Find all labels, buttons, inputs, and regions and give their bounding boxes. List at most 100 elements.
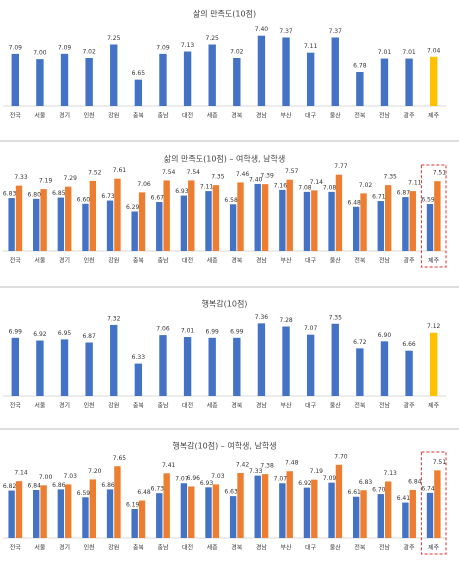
bar — [279, 189, 286, 251]
value-label: 7.07 — [175, 476, 189, 483]
value-label: 7.25 — [107, 35, 121, 42]
x-tick-label: 강원 — [108, 112, 119, 120]
bar — [426, 204, 434, 251]
x-tick-label: 광주 — [404, 258, 416, 265]
value-label: 6.78 — [353, 63, 367, 70]
value-label: 6.59 — [421, 197, 435, 204]
value-label: 7.39 — [260, 173, 274, 180]
bar — [8, 490, 15, 538]
bar — [311, 190, 318, 251]
chart-title: 삶의 만족도(10점) — [193, 9, 256, 19]
value-label: 7.35 — [211, 174, 225, 181]
value-label: 6.41 — [397, 495, 411, 502]
bar — [114, 466, 121, 538]
x-tick-label: 전국 — [10, 544, 22, 552]
value-label: 7.32 — [107, 315, 121, 322]
value-label: 6.99 — [206, 328, 220, 335]
x-tick-label: 경남 — [256, 402, 268, 410]
value-label: 7.42 — [236, 461, 250, 468]
x-tick-label: 충북 — [133, 544, 145, 552]
value-label: 6.66 — [402, 341, 416, 348]
value-label: 7.01 — [378, 49, 392, 56]
value-label: 7.11 — [200, 184, 214, 191]
value-label: 7.13 — [383, 470, 397, 477]
value-label: 6.86 — [101, 482, 115, 489]
bar — [65, 186, 72, 251]
x-tick-label: 전국 — [10, 402, 22, 410]
bar — [237, 182, 244, 251]
value-label: 7.02 — [230, 48, 244, 55]
value-label: 7.70 — [334, 453, 348, 460]
bar — [328, 191, 335, 251]
value-label: 7.09 — [323, 475, 337, 482]
bar — [257, 35, 266, 106]
bar — [134, 79, 143, 106]
bar — [356, 72, 364, 106]
bar — [279, 483, 286, 538]
bar — [306, 52, 315, 106]
x-tick-label: 대구 — [305, 544, 317, 552]
x-tick-label: 강원 — [108, 257, 119, 265]
bar — [405, 58, 413, 106]
bar — [60, 339, 69, 396]
bar — [110, 324, 118, 396]
x-tick-label: 광주 — [404, 113, 416, 120]
bar — [40, 189, 47, 251]
x-tick-label: 제주 — [428, 402, 440, 410]
value-label: 6.74 — [421, 485, 435, 492]
x-tick-label: 부산 — [281, 112, 293, 120]
value-label: 6.93 — [200, 480, 214, 487]
x-tick-label: 경남 — [256, 544, 268, 552]
value-label: 6.70 — [372, 487, 386, 494]
value-label: 6.84 — [28, 482, 42, 489]
value-label: 7.04 — [427, 47, 441, 54]
x-tick-label: 전남 — [379, 112, 391, 120]
x-tick-label: 충북 — [133, 257, 145, 265]
bar — [328, 482, 335, 538]
value-label: 6.87 — [397, 190, 411, 197]
bar — [402, 502, 409, 538]
bar — [303, 487, 311, 538]
value-label: 6.99 — [9, 328, 23, 335]
value-label: 7.37 — [279, 28, 293, 35]
bar — [106, 200, 114, 251]
bar — [106, 489, 114, 538]
value-label: 7.77 — [334, 163, 348, 170]
x-tick-label: 전남 — [379, 257, 391, 265]
value-label: 6.59 — [77, 490, 91, 497]
value-label: 7.33 — [249, 468, 263, 475]
value-label: 7.19 — [310, 468, 324, 475]
bar — [360, 490, 367, 538]
x-tick-label: 부산 — [281, 257, 293, 265]
bar — [82, 497, 89, 538]
value-label: 7.08 — [298, 184, 312, 191]
value-label: 7.35 — [329, 314, 343, 321]
value-label: 6.82 — [3, 483, 17, 490]
bar — [254, 475, 261, 538]
x-tick-label: 서울 — [34, 544, 46, 552]
value-label: 6.58 — [224, 197, 238, 204]
x-tick-label: 서울 — [34, 112, 46, 120]
value-label: 7.09 — [156, 44, 170, 51]
bar — [282, 326, 290, 396]
x-tick-label: 충남 — [157, 112, 169, 120]
value-label: 7.09 — [9, 44, 23, 51]
bar — [257, 323, 266, 396]
x-tick-label: 대구 — [305, 257, 317, 265]
x-tick-label: 인천 — [84, 257, 95, 265]
value-label: 7.01 — [402, 49, 416, 56]
x-tick-label: 인천 — [84, 544, 95, 552]
value-label: 7.35 — [383, 174, 397, 181]
bar — [380, 58, 389, 106]
bar — [36, 340, 44, 396]
x-tick-label: 전남 — [379, 544, 391, 552]
value-label: 6.95 — [58, 330, 72, 337]
highlight-box — [420, 164, 447, 268]
bar — [430, 332, 438, 396]
x-tick-label: 부산 — [281, 402, 293, 410]
bar — [15, 185, 23, 251]
bar — [85, 57, 93, 106]
x-tick-label: 충북 — [133, 402, 145, 410]
bar — [11, 337, 19, 396]
bar — [114, 178, 121, 251]
